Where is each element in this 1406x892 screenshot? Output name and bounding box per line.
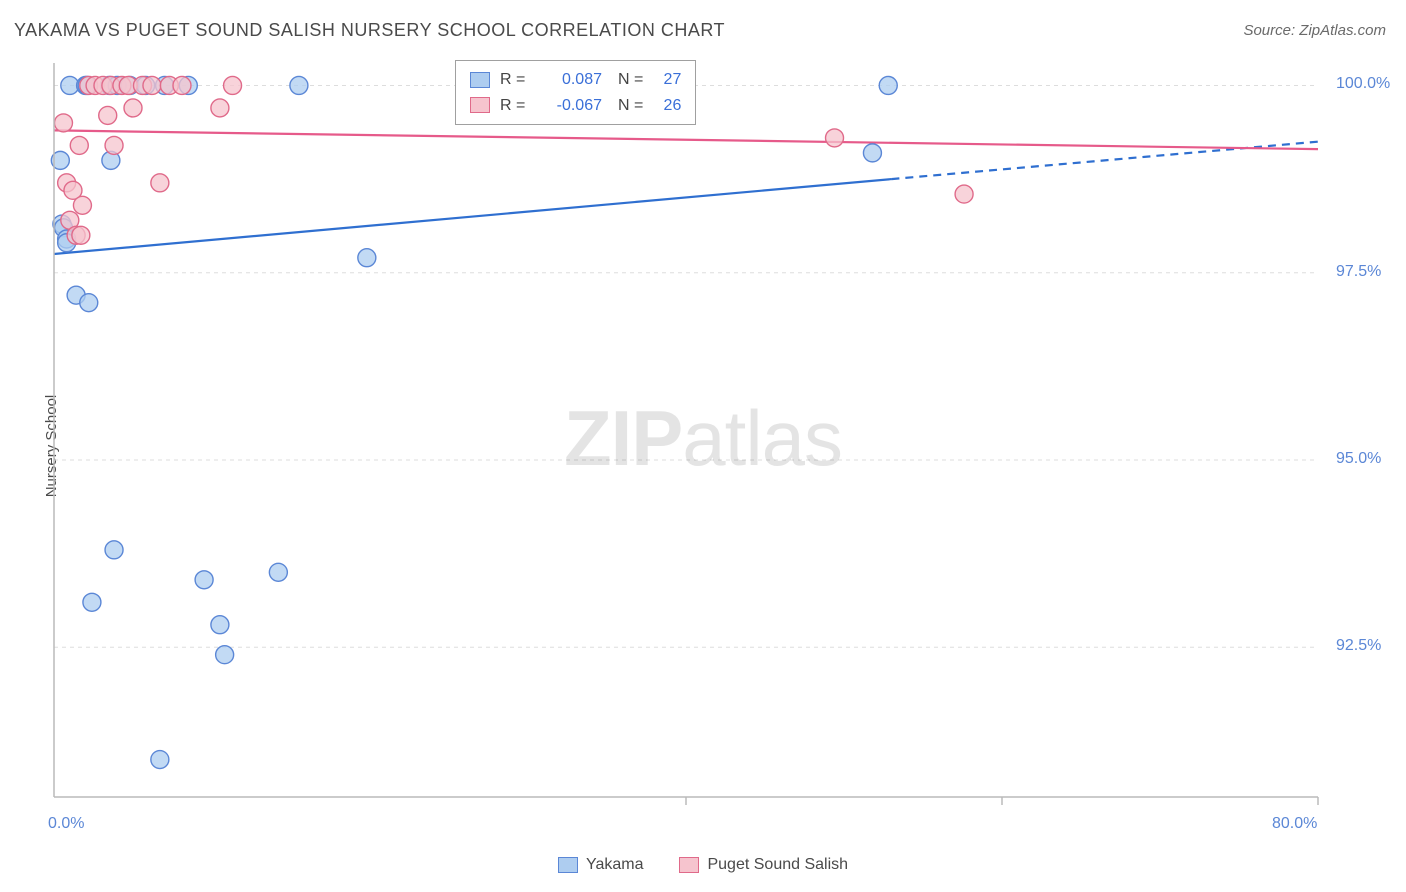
correlation-legend: R =0.087N =27R =-0.067N =26 (455, 60, 696, 125)
source-label: Source: ZipAtlas.com (1243, 22, 1386, 39)
y-tick-label: 97.5% (1336, 263, 1381, 281)
legend-swatch (679, 857, 699, 873)
legend-row: R =0.087N =27 (470, 67, 681, 93)
legend-swatch (470, 97, 490, 113)
legend-swatch (470, 72, 490, 88)
legend-row: R =-0.067N =26 (470, 93, 681, 119)
y-tick-label: 95.0% (1336, 450, 1381, 468)
scatter-plot (40, 55, 1360, 825)
legend-item: Yakama (558, 856, 644, 874)
x-tick-label: 80.0% (1272, 815, 1317, 833)
x-tick-label: 0.0% (48, 815, 84, 833)
legend-swatch (558, 857, 578, 873)
y-tick-label: 92.5% (1336, 637, 1381, 655)
chart-title: YAKAMA VS PUGET SOUND SALISH NURSERY SCH… (14, 20, 725, 41)
series-legend: Yakama Puget Sound Salish (0, 856, 1406, 878)
legend-item: Puget Sound Salish (679, 856, 848, 874)
legend-label: Puget Sound Salish (707, 856, 848, 874)
legend-label: Yakama (586, 856, 644, 874)
y-tick-label: 100.0% (1336, 75, 1390, 93)
chart-container: YAKAMA VS PUGET SOUND SALISH NURSERY SCH… (0, 0, 1406, 892)
